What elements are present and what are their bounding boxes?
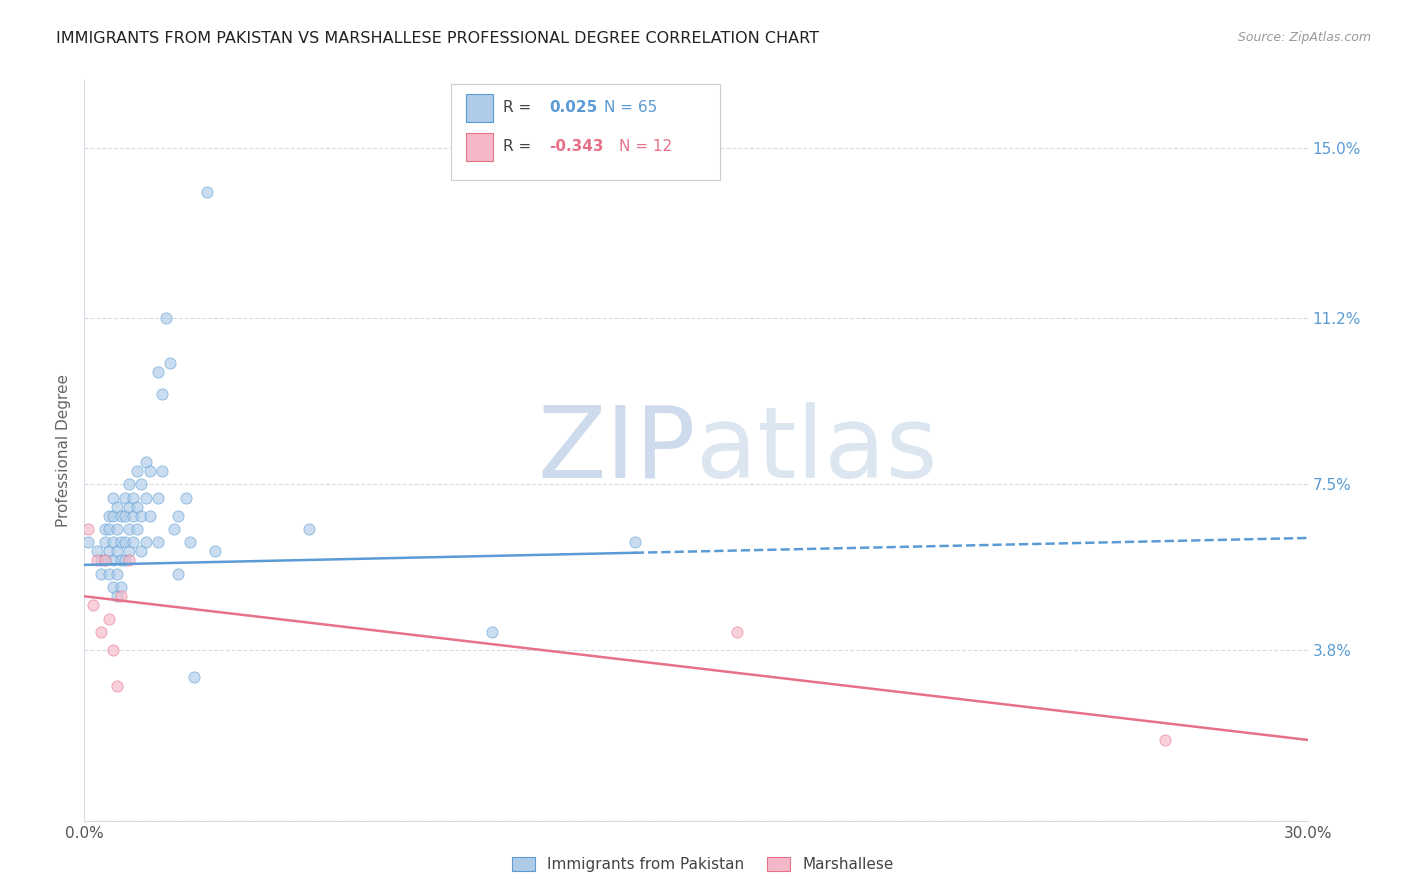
Point	[93, 522, 115, 536]
Point	[118, 522, 141, 536]
Legend: Immigrants from Pakistan, Marshallese: Immigrants from Pakistan, Marshallese	[505, 849, 901, 880]
Point	[90, 625, 112, 640]
Point	[97, 508, 120, 523]
Point	[105, 522, 128, 536]
Point	[101, 535, 124, 549]
Point	[174, 491, 197, 505]
Point	[118, 500, 141, 514]
Point	[101, 491, 124, 505]
Point	[97, 544, 120, 558]
Text: N = 65: N = 65	[605, 100, 658, 115]
Point	[77, 522, 100, 536]
Text: R =: R =	[503, 139, 536, 154]
Text: -0.343: -0.343	[550, 139, 603, 154]
Point	[110, 580, 132, 594]
Point	[127, 464, 149, 478]
Point	[114, 535, 136, 549]
Text: R =: R =	[503, 100, 536, 115]
Point	[110, 508, 132, 523]
Point	[93, 553, 115, 567]
Point	[82, 599, 104, 613]
Point	[195, 186, 218, 200]
Point	[146, 365, 169, 379]
Point	[135, 535, 157, 549]
Point	[624, 535, 647, 549]
Point	[86, 544, 108, 558]
Text: ZIP: ZIP	[537, 402, 696, 499]
Point	[86, 553, 108, 567]
Point	[1154, 732, 1177, 747]
Point	[101, 553, 124, 567]
Point	[725, 625, 748, 640]
Point	[179, 535, 201, 549]
Point	[105, 544, 128, 558]
FancyBboxPatch shape	[465, 94, 494, 121]
Point	[93, 553, 115, 567]
Point	[146, 491, 169, 505]
Point	[110, 589, 132, 603]
Point	[77, 535, 100, 549]
Point	[131, 544, 153, 558]
Point	[118, 553, 141, 567]
Point	[167, 566, 190, 581]
Point	[122, 491, 145, 505]
Point	[122, 508, 145, 523]
Point	[159, 356, 181, 370]
Point	[90, 566, 112, 581]
Point	[93, 535, 115, 549]
Point	[97, 522, 120, 536]
Point	[105, 566, 128, 581]
Point	[110, 553, 132, 567]
Point	[101, 580, 124, 594]
FancyBboxPatch shape	[451, 84, 720, 180]
Point	[114, 508, 136, 523]
Point	[204, 544, 226, 558]
Text: 0.025: 0.025	[550, 100, 598, 115]
Point	[135, 455, 157, 469]
Point	[127, 522, 149, 536]
Point	[101, 508, 124, 523]
Point	[105, 500, 128, 514]
Point	[101, 643, 124, 657]
Point	[155, 311, 177, 326]
Point	[138, 464, 160, 478]
Text: atlas: atlas	[696, 402, 938, 499]
Point	[114, 553, 136, 567]
Point	[298, 522, 321, 536]
Point	[481, 625, 503, 640]
Text: IMMIGRANTS FROM PAKISTAN VS MARSHALLESE PROFESSIONAL DEGREE CORRELATION CHART: IMMIGRANTS FROM PAKISTAN VS MARSHALLESE …	[56, 31, 820, 46]
Point	[105, 679, 128, 693]
Point	[118, 477, 141, 491]
Point	[110, 535, 132, 549]
Point	[97, 612, 120, 626]
Point	[183, 670, 205, 684]
Point	[127, 500, 149, 514]
Point	[131, 508, 153, 523]
Text: N = 12: N = 12	[619, 139, 672, 154]
Point	[131, 477, 153, 491]
Point	[138, 508, 160, 523]
Point	[105, 589, 128, 603]
Point	[97, 566, 120, 581]
Point	[167, 508, 190, 523]
Point	[118, 544, 141, 558]
Point	[150, 387, 173, 401]
Text: Source: ZipAtlas.com: Source: ZipAtlas.com	[1237, 31, 1371, 45]
Point	[90, 553, 112, 567]
Y-axis label: Professional Degree: Professional Degree	[56, 374, 72, 527]
Point	[114, 491, 136, 505]
Point	[135, 491, 157, 505]
Point	[122, 535, 145, 549]
FancyBboxPatch shape	[465, 133, 494, 161]
Point	[150, 464, 173, 478]
Point	[146, 535, 169, 549]
Point	[163, 522, 186, 536]
